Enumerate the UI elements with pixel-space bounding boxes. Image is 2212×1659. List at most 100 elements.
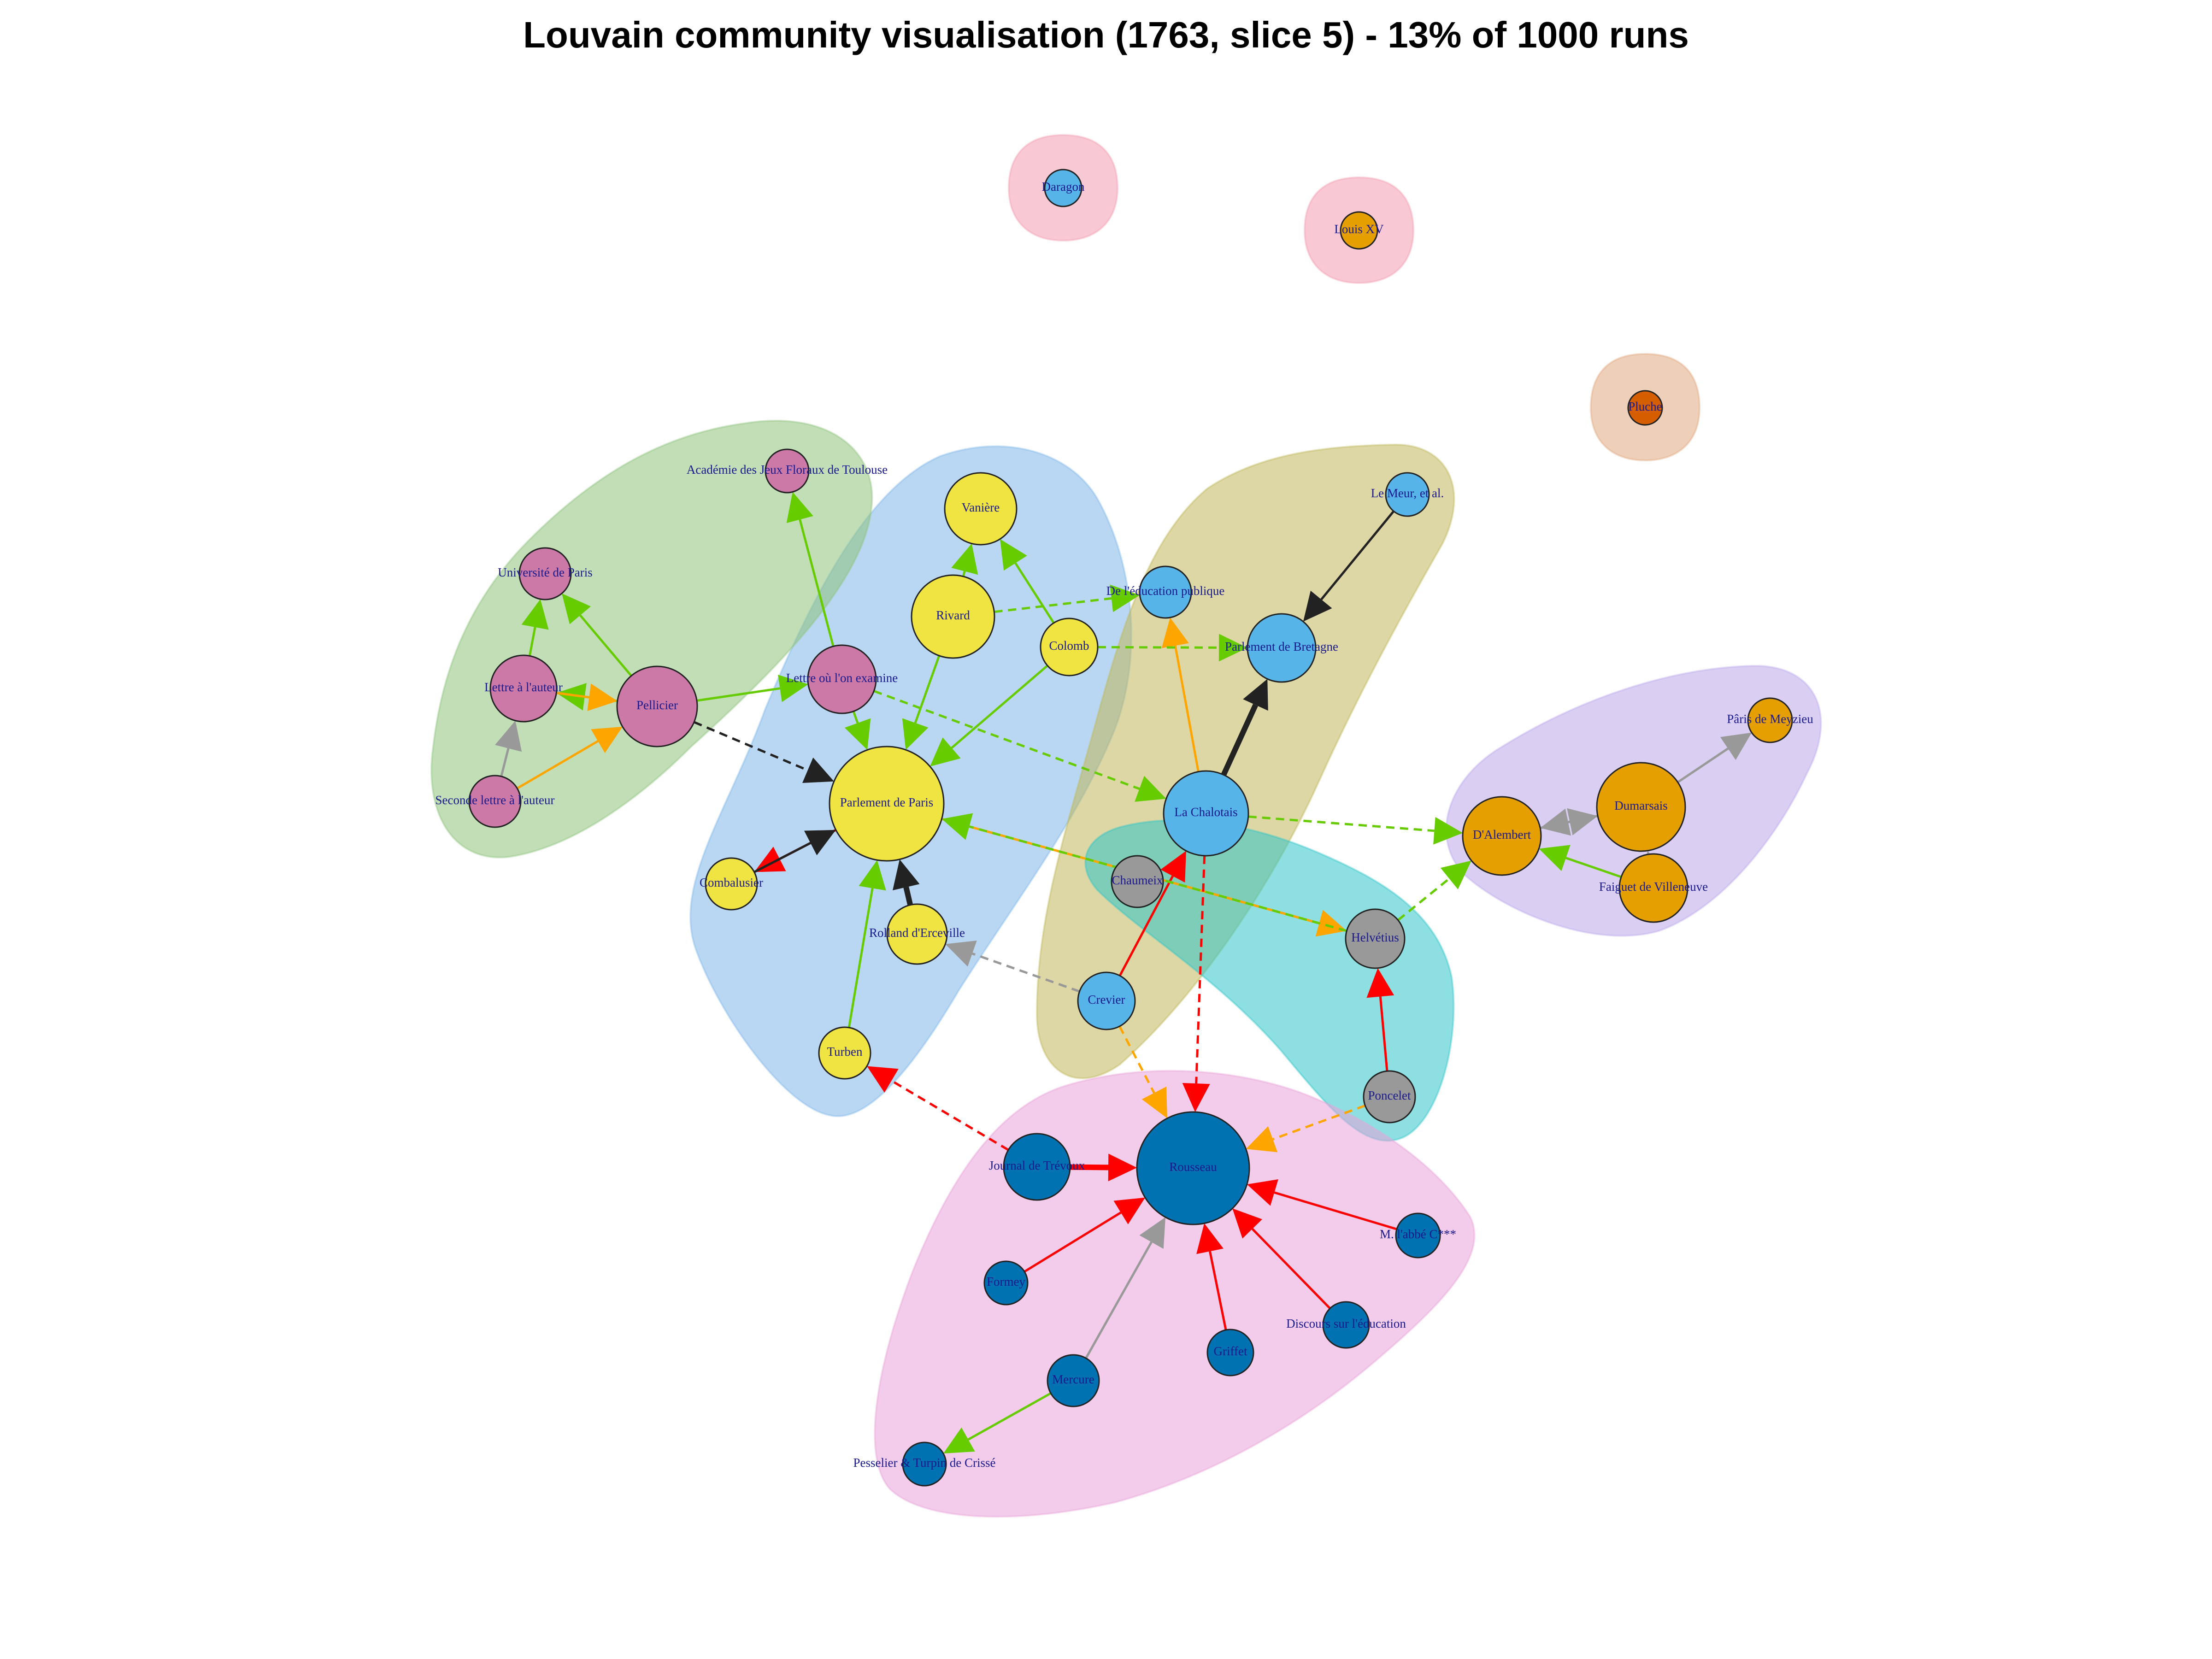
- edge-lettreauteur-to-pellicier: [556, 683, 618, 711]
- edge-mlabbe-to-rousseau: [1247, 1179, 1397, 1230]
- node-label-griffet: Griffet: [1214, 1344, 1247, 1358]
- node-label-rivard: Rivard: [936, 608, 970, 622]
- node-label-lettreou: Lettre où l'on examine: [786, 671, 898, 685]
- edge-helvetius-to-dalembert: [1397, 860, 1471, 921]
- edge-seconde-to-pellicier: [517, 726, 623, 789]
- edge-journal-to-turben: [867, 1066, 1009, 1151]
- node-rousseau: Rousseau: [1136, 1111, 1250, 1225]
- edge-lettreou-to-lachalotais: [873, 690, 1166, 802]
- edge-poncelet-to-helvetius: [1366, 968, 1394, 1071]
- node-label-lemeur: Le Meur, et al.: [1371, 486, 1444, 500]
- edge-rolland-to-parlparis: [893, 859, 920, 906]
- node-formey: Formey: [983, 1260, 1029, 1306]
- node-discours: Discours sur l'éducation: [1286, 1301, 1406, 1349]
- edge-mercure-to-pesselier: [943, 1392, 1052, 1454]
- node-label-journal: Journal de Trévoux: [989, 1159, 1085, 1172]
- edge-lachalotais-to-parlbretagne: [1221, 679, 1268, 776]
- node-dumarsais: Dumarsais: [1596, 762, 1686, 852]
- edge-dumarsais-to-parisdemeyzieu: [1677, 732, 1752, 783]
- node-parlbretagne: Parlement de Bretagne: [1225, 613, 1338, 683]
- node-faiguet: Faiguet de Villeneuve: [1599, 853, 1708, 923]
- node-lettreou: Lettre où l'on examine: [786, 644, 898, 714]
- node-seconde: Seconde lettre à l'auteur: [435, 775, 555, 828]
- node-label-dalembert: D'Alembert: [1473, 828, 1531, 841]
- node-label-dumarsais: Dumarsais: [1614, 799, 1667, 812]
- edge-lachalotais-to-rousseau: [1182, 855, 1210, 1112]
- edge-pellicier-to-lettreou: [696, 675, 808, 702]
- community-hulls: [430, 134, 1822, 1518]
- edge-rivard-to-deleducation: [994, 584, 1140, 613]
- community-hull-helvetius: [1084, 819, 1455, 1142]
- node-lachalotais: La Chalotais: [1163, 770, 1249, 857]
- edge-dalembert-to-dumarsais: [1540, 808, 1598, 835]
- edges: [495, 492, 1752, 1454]
- edge-colomb-to-parlbretagne: [1097, 634, 1248, 662]
- edge-mercure-to-rousseau: [1085, 1217, 1166, 1359]
- node-label-turben: Turben: [827, 1045, 863, 1059]
- node-helvetius: Helvétius: [1345, 908, 1406, 969]
- node-label-lettreauteur: Lettre à l'auteur: [484, 680, 563, 694]
- node-turben: Turben: [818, 1026, 871, 1080]
- node-daragon: Daragon: [1042, 169, 1085, 207]
- node-vaniere: Vanière: [944, 472, 1018, 546]
- node-label-helvetius: Helvétius: [1351, 930, 1399, 944]
- node-pellicier: Pellicier: [616, 665, 698, 747]
- node-crevier: Crevier: [1077, 971, 1136, 1030]
- node-dalembert: D'Alembert: [1462, 796, 1542, 876]
- node-rolland: Rolland d'Erceville: [869, 903, 965, 965]
- node-lettreauteur: Lettre à l'auteur: [484, 654, 563, 723]
- nodes: Daragon Louis XV Pluche Académie des Jeux F…: [435, 169, 1813, 1487]
- node-label-pluche: Pluche: [1628, 400, 1662, 413]
- node-label-crevier: Crevier: [1088, 993, 1125, 1006]
- edge-formey-to-rousseau: [1024, 1197, 1146, 1273]
- edge-lettreou-to-parlparis: [844, 711, 871, 750]
- node-label-louisxv: Louis XV: [1334, 222, 1384, 236]
- diagram-title: Louvain community visualisation (1763, s…: [523, 14, 1689, 55]
- node-label-rolland: Rolland d'Erceville: [869, 926, 965, 940]
- node-label-daragon: Daragon: [1042, 180, 1085, 194]
- edge-lachalotais-to-deleducation: [1161, 618, 1200, 772]
- node-label-deleducation: De l'éducation publique: [1106, 584, 1225, 598]
- edge-colomb-to-parlparis: [930, 665, 1048, 767]
- node-journal: Journal de Trévoux: [989, 1133, 1085, 1201]
- node-academie: Académie des Jeux Floraux de Toulouse: [687, 448, 888, 494]
- node-label-combalusier: Combalusier: [700, 876, 763, 889]
- edge-rivard-to-vaniere: [951, 543, 978, 577]
- node-label-discours: Discours sur l'éducation: [1286, 1317, 1406, 1330]
- node-label-lachalotais: La Chalotais: [1174, 805, 1237, 819]
- node-mlabbe: M. l'abbé C***: [1380, 1212, 1456, 1259]
- edge-lachalotais-to-dalembert: [1248, 815, 1463, 845]
- node-lemeur: Le Meur, et al.: [1371, 472, 1444, 517]
- node-label-parisdemeyzieu: Pâris de Meyzieu: [1727, 712, 1813, 726]
- node-label-parlbretagne: Parlement de Bretagne: [1225, 640, 1338, 653]
- edge-griffet-to-rousseau: [1196, 1223, 1227, 1330]
- edge-crevier-to-rolland: [945, 940, 1080, 993]
- edge-colomb-to-vaniere: [1000, 539, 1055, 624]
- edge-poncelet-to-rousseau: [1246, 1104, 1366, 1153]
- node-label-pellicier: Pellicier: [636, 698, 678, 712]
- node-label-formey: Formey: [987, 1275, 1025, 1288]
- edge-crevier-to-lachalotais: [1118, 851, 1186, 977]
- node-deleducation: De l'éducation publique: [1106, 565, 1225, 619]
- node-pluche: Pluche: [1627, 390, 1663, 426]
- node-combalusier: Combalusier: [700, 857, 763, 911]
- community-hull-academic: [430, 419, 873, 859]
- node-label-colomb: Colomb: [1049, 639, 1089, 653]
- edge-crevier-to-rousseau: [1118, 1025, 1167, 1118]
- node-parisdemeyzieu: Pâris de Meyzieu: [1727, 697, 1813, 743]
- edge-faiguet-to-dalembert: [1539, 845, 1622, 878]
- node-label-faiguet: Faiguet de Villeneuve: [1599, 880, 1708, 894]
- edge-turben-to-parlparis: [847, 860, 886, 1028]
- node-poncelet: Poncelet: [1363, 1070, 1416, 1124]
- node-colomb: Colomb: [1040, 618, 1099, 677]
- edge-discours-to-rousseau: [1232, 1208, 1331, 1309]
- edge-lemeur-to-parlbretagne: [1303, 510, 1395, 622]
- node-chaumeix: Chaumeix: [1111, 855, 1164, 908]
- node-univparis: Université de Paris: [498, 547, 593, 600]
- node-rivard: Rivard: [911, 574, 995, 659]
- node-label-parlparis: Parlement de Paris: [840, 795, 933, 809]
- edge-rivard-to-parlparis: [902, 655, 941, 750]
- edge-lettreou-to-academie: [786, 492, 835, 647]
- edge-pellicier-to-parlparis: [694, 721, 834, 783]
- node-label-mercure: Mercure: [1052, 1372, 1094, 1386]
